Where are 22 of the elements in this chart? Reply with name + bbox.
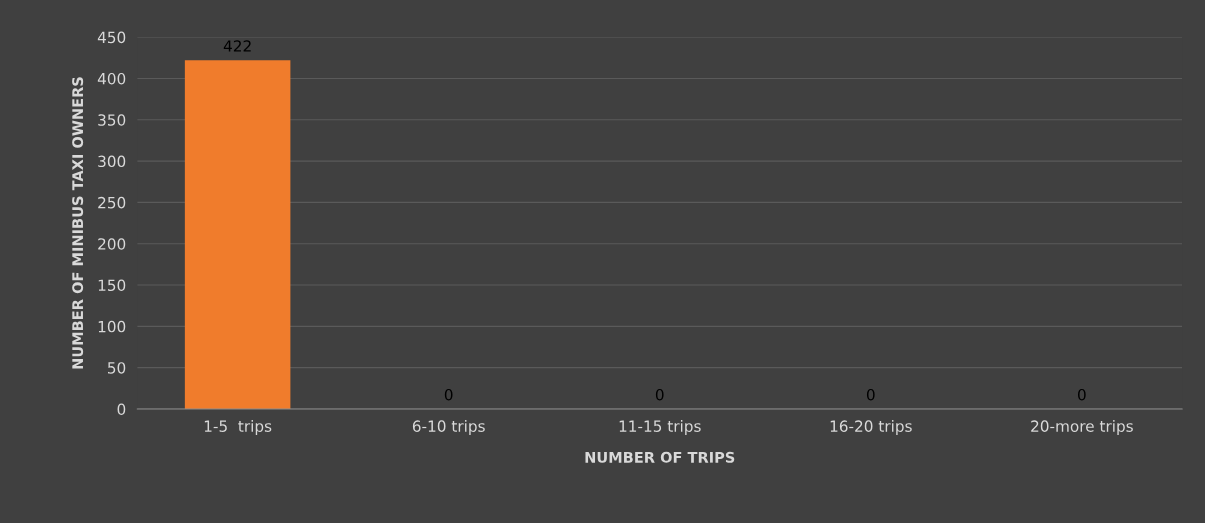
data-label: 0 — [444, 388, 453, 401]
y-tick-label: 400 — [97, 72, 126, 85]
y-tick-label: 50 — [108, 362, 126, 374]
data-label: 0 — [655, 388, 664, 401]
x-axis-title: NUMBER OF TRIPS — [585, 451, 735, 463]
y-tick-label: 0 — [117, 403, 126, 416]
y-tick-label: 250 — [98, 196, 126, 209]
y-axis-title: NUMBER OF MINIBUS TAXI OWNERS — [72, 77, 84, 369]
data-label: 0 — [1078, 388, 1086, 401]
y-tick-label: 450 — [97, 31, 126, 44]
y-tick-label: 100 — [98, 320, 126, 333]
data-label: 0 — [866, 388, 875, 401]
y-tick-label: 300 — [98, 155, 126, 168]
y-tick-label: 350 — [98, 114, 126, 126]
x-tick-label: 16-20 trips — [830, 420, 912, 435]
x-tick-label: 6-10 trips — [412, 420, 485, 435]
y-tick-label: 150 — [98, 279, 126, 292]
x-tick-label: 1-5 trips — [204, 420, 272, 435]
x-tick-label: 20-more trips — [1031, 420, 1133, 435]
x-tick-label: 11-15 trips — [619, 420, 701, 435]
y-tick-label: 200 — [98, 238, 126, 250]
data-label: 422 — [223, 40, 251, 52]
